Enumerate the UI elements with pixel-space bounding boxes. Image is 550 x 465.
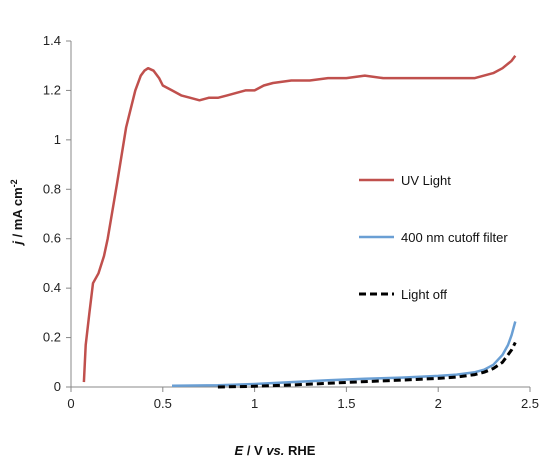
legend-label-400-nm-cutoff-filter: 400 nm cutoff filter (401, 230, 508, 245)
x-tick-label: 2 (435, 396, 442, 411)
y-tick-label: 0.6 (43, 231, 61, 246)
series-line-light-off (217, 341, 517, 389)
y-tick-label: 0.8 (43, 181, 61, 196)
plot-axes: 0 0.5 1 1.5 2 2.5 0 0.2 0.4 0.6 0.8 1 1.2 1.4 (43, 33, 539, 411)
x-axis-title: E / V vs. RHE (235, 443, 316, 458)
y-tick-label: 1.4 (43, 33, 61, 48)
x-tick-label: 1 (251, 396, 258, 411)
y-tick-label: 1 (54, 132, 61, 147)
x-tick-label: 0 (67, 396, 74, 411)
x-tick-label: 0.5 (154, 396, 172, 411)
legend: UV Light 400 nm cutoff filter Light off (359, 173, 508, 302)
series-line-400-nm-cutoff-filter (171, 321, 517, 388)
y-tick-label: 0.2 (43, 330, 61, 345)
y-tick-label: 0 (54, 379, 61, 394)
series-layer (82, 55, 517, 389)
y-tick-label: 0.4 (43, 280, 61, 295)
legend-label-light-off: Light off (401, 287, 447, 302)
y-tick-label: 1.2 (43, 82, 61, 97)
x-tick-label: 1.5 (337, 396, 355, 411)
legend-label-uv-light: UV Light (401, 173, 451, 188)
series-line-uv-light (82, 55, 517, 383)
y-axis-title: j / mA cm-2 (9, 179, 25, 246)
x-tick-label: 2.5 (521, 396, 539, 411)
